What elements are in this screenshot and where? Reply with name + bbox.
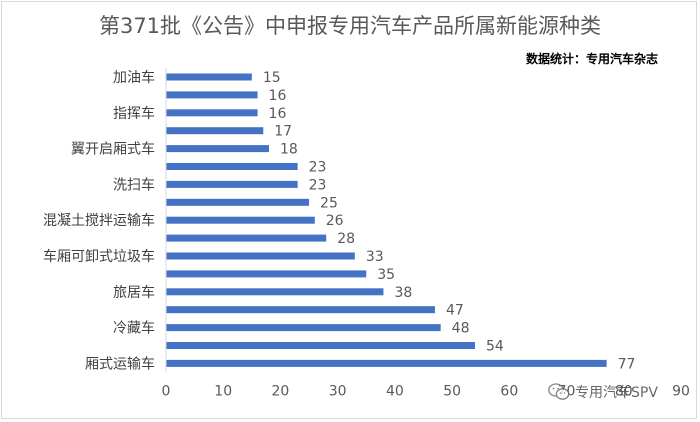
x-tick-label: 0: [162, 383, 171, 399]
value-label: 38: [394, 285, 412, 301]
value-label: 23: [309, 177, 327, 193]
watermark-text: 专用汽车SPV: [575, 385, 658, 401]
bar: [166, 306, 435, 314]
value-label: 47: [446, 303, 464, 319]
bar: [166, 288, 384, 296]
value-label: 26: [326, 213, 344, 229]
x-tick-label: 30: [329, 383, 347, 399]
x-tick-label: 20: [272, 383, 290, 399]
watermark: 专用汽车SPV: [548, 382, 658, 402]
bar: [166, 234, 327, 242]
category-label: 冷藏车: [113, 320, 155, 337]
bar: [166, 145, 269, 153]
category-label: 车厢可卸式垃圾车: [43, 248, 155, 265]
value-label: 35: [377, 267, 395, 283]
x-tick-label: 60: [500, 383, 518, 399]
value-label: 48: [452, 321, 470, 337]
bar: [166, 342, 475, 349]
category-label: 指挥车: [113, 105, 155, 122]
wechat-icon: [548, 383, 570, 400]
bar: [166, 324, 441, 332]
x-tick-label: 10: [214, 383, 232, 399]
x-tick-label: 80: [615, 383, 633, 399]
value-label: 17: [274, 124, 292, 140]
category-label: 旅居车: [113, 284, 155, 301]
value-label: 33: [366, 249, 384, 265]
x-tick-labels-group: 0102030405060708090: [162, 383, 690, 399]
bar: [166, 216, 315, 224]
value-label: 77: [618, 356, 636, 372]
category-labels-group: 加油车指挥车翼开启厢式车洗扫车混凝土搅拌运输车车厢可卸式垃圾车旅居车冷藏车厢式运…: [43, 69, 155, 372]
category-label: 厢式运输车: [85, 355, 155, 372]
x-tick-label: 90: [672, 383, 690, 399]
bar: [166, 127, 264, 135]
category-label: 加油车: [113, 69, 155, 86]
value-label: 23: [309, 160, 327, 176]
value-label: 16: [269, 88, 287, 104]
value-label: 18: [280, 142, 298, 158]
bars-group: [166, 73, 607, 367]
value-label: 16: [269, 106, 287, 122]
x-tick-label: 50: [443, 383, 461, 399]
bar: [166, 180, 298, 188]
bar: [166, 359, 607, 367]
bar: [166, 252, 355, 260]
value-label: 54: [486, 339, 504, 355]
x-tick-label: 40: [386, 383, 404, 399]
category-label: 翼开启厢式车: [71, 141, 155, 158]
bar: [166, 198, 310, 206]
bar: [166, 163, 298, 170]
value-label: 25: [320, 195, 338, 211]
bar: [166, 109, 258, 117]
value-label: 28: [337, 231, 355, 247]
bar: [166, 73, 252, 81]
value-label: 15: [263, 70, 281, 86]
category-label: 混凝土搅拌运输车: [43, 212, 155, 229]
chart-subtitle: 数据统计：专用汽车杂志: [525, 52, 658, 66]
category-label: 洗扫车: [113, 176, 155, 193]
bar: [166, 270, 367, 278]
chart-title: 第371批《公告》中申报专用汽车产品所属新能源种类: [98, 14, 602, 38]
bar: [166, 91, 258, 99]
